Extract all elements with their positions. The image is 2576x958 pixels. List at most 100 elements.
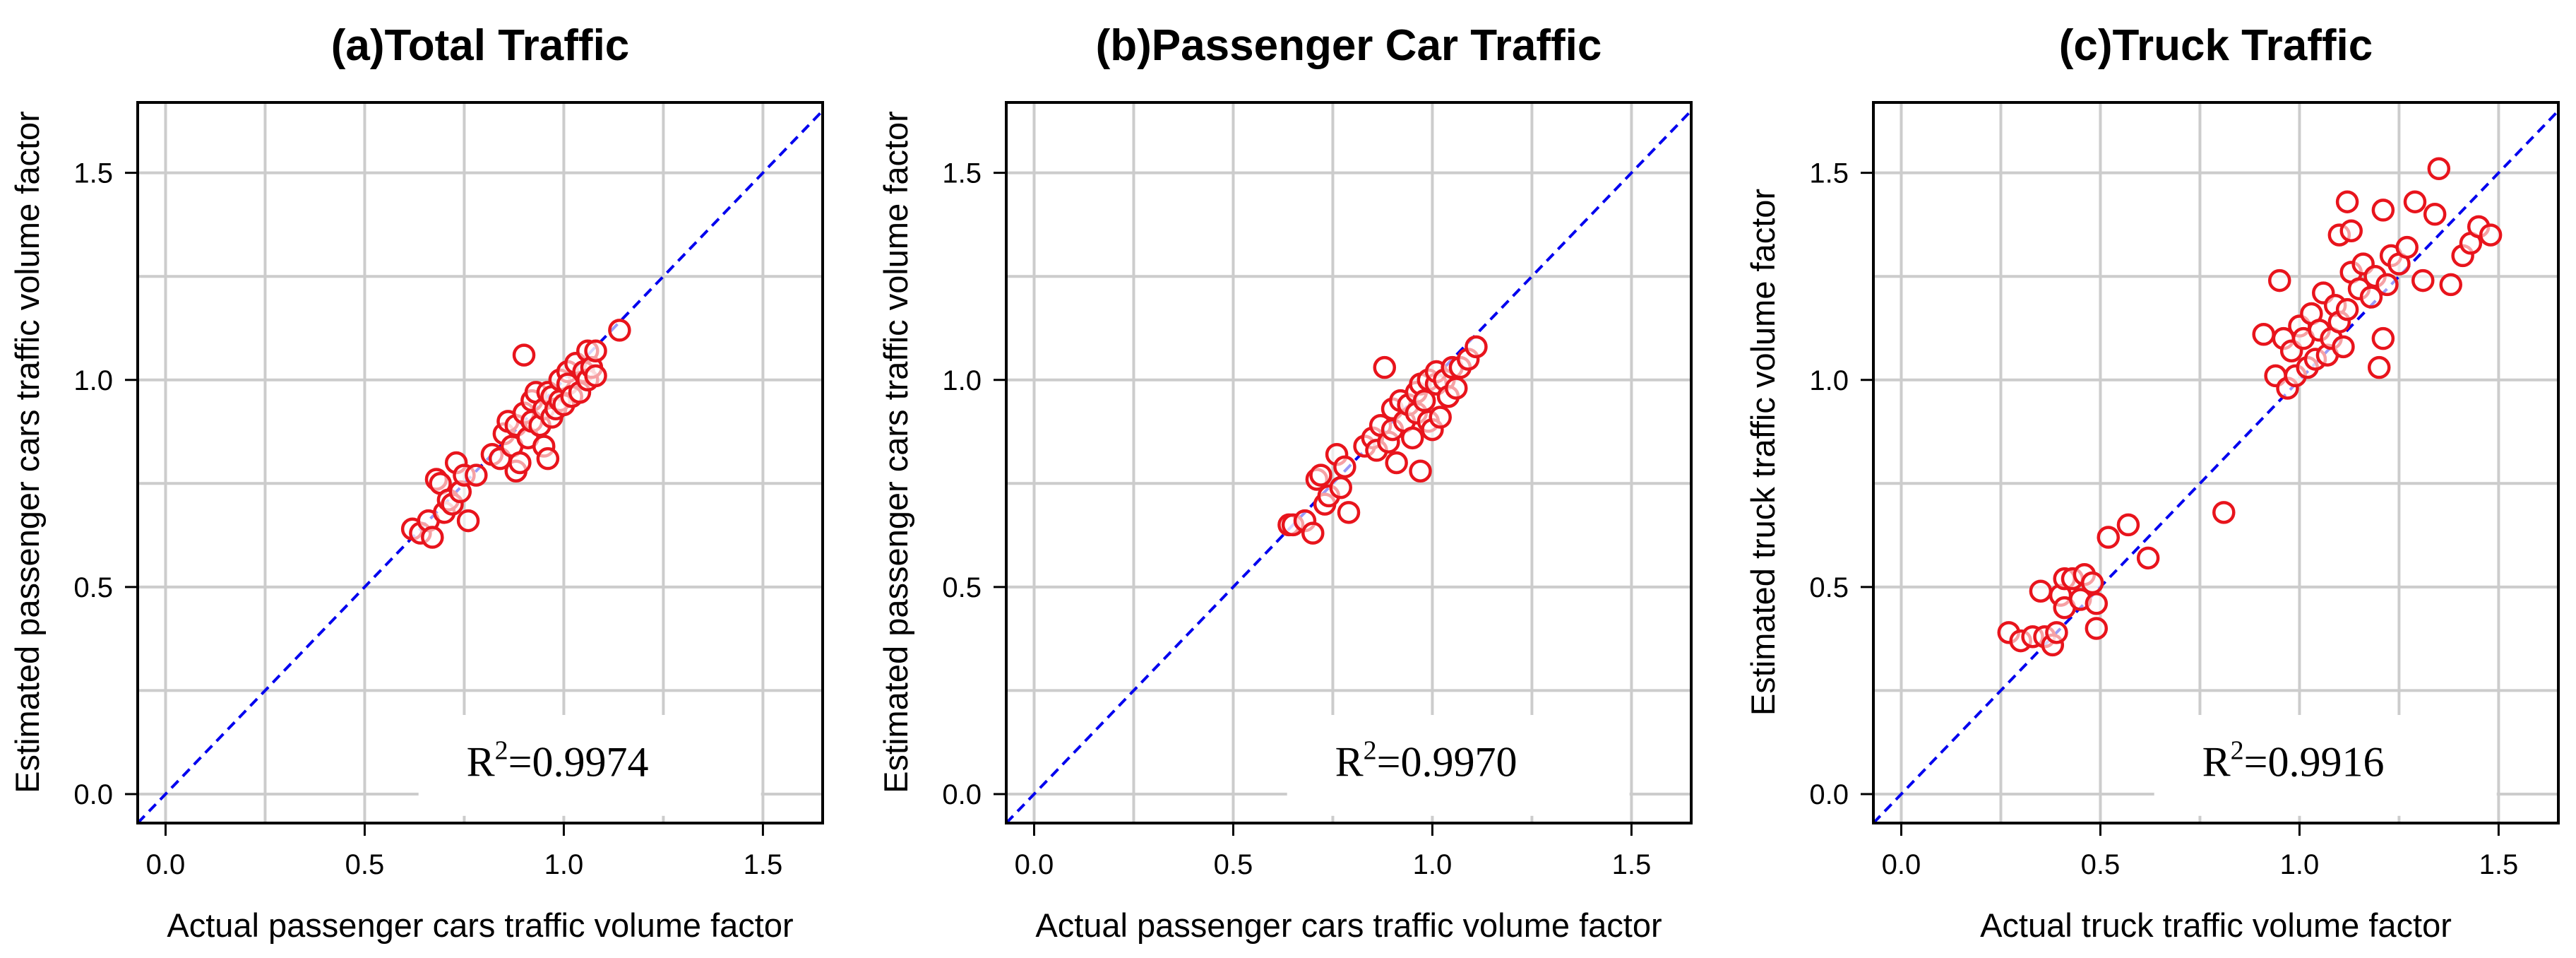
data-point: [1409, 459, 1432, 483]
data-point: [1301, 521, 1325, 545]
data-point: [1445, 377, 1468, 400]
r2-annotation: R2=0.9916: [2202, 736, 2385, 786]
x-axis-label: Actual passenger cars traffic volume fac…: [1035, 906, 1662, 944]
data-point: [2212, 501, 2236, 524]
x-tick-label: 1.5: [1612, 849, 1652, 880]
data-point: [2367, 355, 2391, 379]
y-tick-label: 1.5: [73, 158, 113, 189]
data-point: [2267, 268, 2291, 292]
r2-value: =0.9974: [508, 739, 649, 786]
data-point: [2359, 285, 2383, 309]
r2-prefix: R: [1335, 739, 1364, 786]
y-tick-label: 1.5: [1809, 158, 1849, 189]
x-axis-label: Actual passenger cars traffic volume fac…: [167, 906, 793, 944]
r2-value: =0.9916: [2244, 739, 2385, 786]
data-point: [2375, 273, 2399, 297]
plot-frame: [1872, 101, 2560, 824]
data-point: [2332, 335, 2355, 359]
r2-superscript: 2: [1364, 736, 1377, 766]
y-tick-label: 0.5: [942, 572, 982, 603]
data-point: [2045, 621, 2068, 644]
data-point: [1385, 451, 1408, 475]
r2-box: [418, 715, 761, 816]
x-tick-label: 1.5: [2479, 849, 2519, 880]
y-tick-label: 0.0: [942, 779, 982, 810]
r2-superscript: 2: [2231, 736, 2244, 766]
data-point: [2411, 268, 2435, 292]
data-point: [2029, 579, 2053, 603]
data-point: [2335, 297, 2359, 321]
data-point: [465, 463, 488, 487]
data-point: [1412, 389, 1436, 413]
x-tick-label: 1.5: [744, 849, 783, 880]
r2-value: =0.9970: [1377, 739, 1517, 786]
scatter-points: [1277, 335, 1488, 545]
x-axis-label: Actual truck traffic volume factor: [1980, 906, 2452, 944]
x-tick-label: 0.0: [1882, 849, 1921, 880]
y-axis-label: Estimated passenger cars traffic volume …: [877, 111, 914, 793]
data-point: [2371, 326, 2395, 350]
data-point: [2335, 190, 2359, 213]
data-point: [2403, 190, 2427, 213]
scatter-points: [1997, 157, 2503, 657]
y-tick-label: 0.5: [1809, 572, 1849, 603]
data-point: [1400, 426, 1424, 450]
r2-annotation: R2=0.9970: [1335, 736, 1517, 786]
data-point: [1309, 463, 1332, 487]
data-point: [2085, 592, 2109, 615]
data-point: [2097, 526, 2120, 549]
data-point: [584, 339, 607, 362]
identity-line: [1872, 110, 2560, 824]
data-point: [2395, 235, 2419, 259]
x-tick-label: 0.5: [2081, 849, 2121, 880]
data-point: [1329, 475, 1352, 499]
data-point: [512, 343, 536, 367]
data-point: [2423, 203, 2447, 226]
data-point: [508, 451, 532, 475]
data-point: [2136, 546, 2160, 570]
panel-truck-traffic: 0.0 0.5 1.0 1.5 0.0 0.5 1.0 1.5 (c)Truck Traffi…: [1744, 21, 2560, 944]
data-point: [2085, 617, 2109, 640]
r2-annotation: R2=0.9974: [467, 736, 649, 786]
x-tick-label: 1.0: [1413, 849, 1453, 880]
data-point: [2439, 273, 2462, 297]
panel-title: (b)Passenger Car Traffic: [1096, 21, 1602, 70]
data-point: [1333, 455, 1356, 479]
plot-frame: [1005, 101, 1693, 824]
plot-frame: [136, 101, 824, 824]
r2-prefix: R: [2202, 739, 2231, 786]
r2-box: [2154, 715, 2497, 816]
data-point: [584, 364, 607, 388]
data-point: [1337, 501, 1361, 524]
y-tick-label: 1.5: [942, 158, 982, 189]
data-point: [2252, 323, 2275, 346]
panel-title: (a)Total Traffic: [331, 21, 630, 70]
data-point: [456, 509, 480, 533]
x-tick-label: 0.0: [1015, 849, 1054, 880]
panel-total-traffic: 0.0 0.5 1.0 1.5 0.0 0.5 1.0 1.5 (a)Total Traffi…: [8, 21, 824, 944]
y-tick-label: 0.5: [73, 572, 113, 603]
panel-title: (c)Truck Traffic: [2059, 21, 2373, 70]
y-tick-label: 1.0: [73, 365, 113, 396]
y-axis-label: Estimated passenger cars traffic volume …: [8, 111, 46, 793]
data-point: [1465, 335, 1488, 359]
y-tick-label: 0.0: [1809, 779, 1849, 810]
r2-superscript: 2: [495, 736, 508, 766]
x-tick-label: 0.5: [1214, 849, 1253, 880]
y-tick-label: 0.0: [73, 779, 113, 810]
data-point: [1429, 406, 1452, 429]
r2-prefix: R: [467, 739, 495, 786]
data-point: [2479, 223, 2503, 247]
x-tick-label: 0.0: [146, 849, 186, 880]
x-tick-label: 0.5: [345, 849, 385, 880]
y-axis-label: Estimated truck traffic volume factor: [1744, 189, 1782, 716]
panel-passenger-car-traffic: 0.0 0.5 1.0 1.5 0.0 0.5 1.0 1.5 (b)Passenger Ca…: [877, 21, 1693, 944]
data-point: [2427, 157, 2451, 181]
data-point: [1373, 355, 1397, 379]
r2-box: [1287, 715, 1630, 816]
data-point: [536, 447, 560, 471]
data-point: [608, 319, 631, 342]
y-tick-label: 1.0: [1809, 365, 1849, 396]
scatter-points: [400, 319, 631, 549]
